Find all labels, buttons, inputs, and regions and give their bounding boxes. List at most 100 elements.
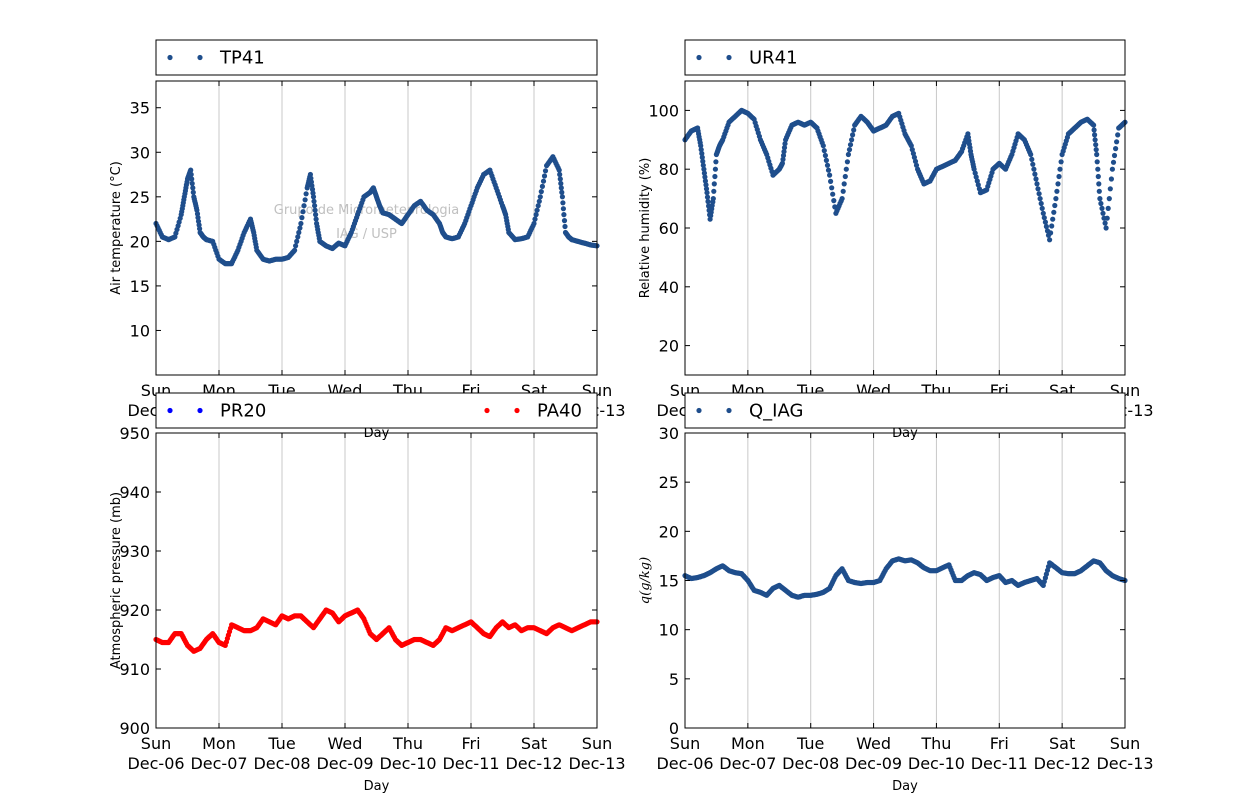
data-point — [699, 154, 705, 160]
series-TP41 — [153, 154, 600, 267]
x-tick-date: Dec-12 — [505, 754, 562, 773]
x-tick-day: Fri — [990, 734, 1009, 753]
data-point — [910, 150, 917, 157]
data-point — [532, 216, 538, 222]
data-point — [310, 194, 317, 200]
data-point — [824, 162, 831, 168]
data-point — [851, 127, 857, 133]
data-point — [1100, 210, 1106, 216]
data-point — [713, 159, 719, 165]
data-point — [1107, 186, 1113, 192]
data-point — [197, 226, 203, 232]
data-point — [821, 148, 827, 154]
y-tick-label: 25 — [659, 473, 679, 492]
data-point — [911, 154, 918, 160]
data-point — [537, 194, 543, 200]
data-point — [908, 143, 914, 149]
legend-box — [155, 392, 598, 429]
data-point — [1033, 176, 1039, 182]
chart-panel-2: 20406080100SunDec-06MonDec-07TueDec-08We… — [638, 80, 1154, 441]
legend-marker — [514, 407, 520, 414]
y-axis-label: Relative humidity (%) — [638, 158, 653, 299]
data-point — [828, 178, 834, 184]
data-point — [300, 209, 306, 215]
data-point — [294, 238, 300, 244]
data-point — [849, 137, 855, 143]
data-point — [1053, 196, 1059, 202]
data-point — [559, 189, 565, 195]
x-tick-date: Dec-09 — [845, 754, 902, 773]
data-point — [779, 160, 786, 166]
y-tick-label: 20 — [659, 337, 679, 356]
x-tick-day: Thu — [392, 734, 423, 753]
data-point — [1095, 166, 1101, 172]
x-tick-date: Dec-06 — [656, 754, 713, 773]
data-point — [188, 167, 194, 173]
data-point — [781, 149, 787, 155]
x-tick-day: Mon — [731, 734, 765, 753]
data-point — [1096, 188, 1102, 194]
data-point — [540, 178, 547, 184]
legend-marker — [484, 407, 490, 414]
data-point — [825, 167, 832, 173]
x-tick-date: Dec-10 — [908, 754, 965, 773]
series-Q_IAG — [682, 556, 1128, 600]
x-tick-date: Dec-13 — [568, 754, 625, 773]
x-tick-day: Fri — [461, 734, 480, 753]
data-point — [558, 180, 564, 187]
data-point — [842, 173, 848, 180]
y-tick-label: 40 — [659, 278, 679, 297]
data-point — [307, 171, 313, 178]
data-point — [557, 176, 563, 182]
data-point — [1113, 146, 1119, 152]
x-tick-day: Wed — [856, 734, 891, 753]
x-tick-date: Dec-09 — [316, 754, 373, 773]
data-point — [531, 220, 537, 227]
data-point — [1092, 132, 1098, 138]
data-point — [301, 203, 307, 209]
data-point — [561, 212, 567, 218]
legend-marker — [197, 54, 203, 61]
x-tick-day: Thu — [920, 734, 951, 753]
data-point — [702, 178, 709, 184]
x-tick-day: Sun — [670, 734, 700, 753]
data-point — [292, 247, 298, 253]
data-point — [700, 162, 706, 168]
data-point — [1105, 205, 1111, 211]
x-tick-day: Sat — [1049, 734, 1075, 753]
data-point — [1111, 152, 1118, 159]
y-tick-label: 15 — [130, 277, 150, 296]
data-point — [1057, 166, 1063, 172]
data-point — [1093, 147, 1099, 153]
data-point — [974, 178, 980, 184]
data-point — [1048, 230, 1054, 236]
data-point — [712, 173, 718, 180]
y-tick-label: 100 — [648, 101, 679, 120]
y-tick-label: 30 — [130, 143, 150, 162]
data-point — [1041, 215, 1047, 221]
data-point — [538, 189, 544, 195]
data-point — [712, 166, 719, 172]
data-point — [1115, 132, 1121, 138]
legend-marker — [726, 54, 732, 61]
data-point — [541, 173, 548, 179]
data-point — [1096, 181, 1102, 187]
data-point — [1037, 196, 1043, 202]
data-point — [190, 185, 196, 191]
data-point — [704, 194, 711, 200]
data-point — [1028, 151, 1034, 158]
plot-frame — [684, 80, 1126, 376]
y-tick-label: 900 — [119, 719, 150, 738]
data-point — [311, 198, 317, 204]
legend-marker — [197, 407, 203, 414]
data-point — [711, 181, 717, 187]
data-point — [303, 191, 309, 197]
legend-marker — [696, 407, 702, 414]
data-point — [782, 141, 788, 147]
data-point — [1099, 205, 1105, 211]
data-point — [839, 196, 845, 202]
data-point — [536, 198, 542, 204]
data-point — [973, 174, 979, 180]
